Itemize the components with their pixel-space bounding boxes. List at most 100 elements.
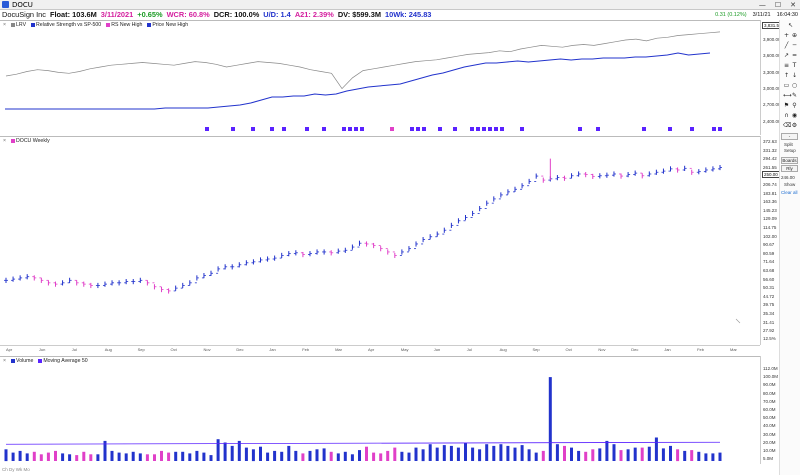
price-panel[interactable]: × DOCU Weekly — [0, 136, 760, 345]
setup-option[interactable]: Setup — [784, 148, 796, 153]
eye-icon[interactable]: ◉ — [791, 112, 798, 119]
split-option[interactable]: Split — [784, 142, 793, 147]
volume-panel-close-icon[interactable]: × — [3, 358, 7, 364]
channel-icon[interactable]: ═ — [792, 52, 797, 59]
volume-bar — [690, 450, 694, 461]
boards-button[interactable]: Boards — [781, 157, 798, 164]
volume-bar — [358, 450, 361, 461]
minus-button[interactable]: - — [781, 133, 798, 140]
price-axis-tick: 183.81 — [763, 190, 777, 196]
volume-bar — [718, 452, 722, 461]
volume-bar — [223, 442, 227, 461]
rs-line — [5, 52, 711, 110]
price-bar — [237, 262, 242, 268]
date-axis-label: Aug — [499, 347, 507, 352]
price-axis-tick: 261.55 — [763, 164, 777, 170]
volume-panel[interactable]: × Volume Moving Average 50 — [0, 356, 760, 464]
rs-new-high-marker — [231, 127, 235, 131]
price-bar — [322, 249, 327, 255]
relative-strength-panel[interactable]: × LRV Relative Strength vs SP-500 RS New… — [0, 20, 760, 135]
price-bar — [576, 171, 581, 177]
price-bar — [279, 252, 284, 259]
volume-axis-tick: 50.0M — [763, 415, 776, 421]
close-icon[interactable]: ✕ — [790, 1, 796, 9]
magnet-icon[interactable]: ∩ — [784, 112, 789, 119]
wcr-value: WCR: 60.8% — [166, 10, 210, 19]
tenwk-value: 10Wk: 245.83 — [384, 10, 432, 19]
price-value-box: 250.00 — [762, 170, 780, 178]
price-panel-close-icon[interactable]: × — [3, 138, 7, 144]
price-bar — [619, 173, 624, 179]
volume-bar — [407, 452, 411, 461]
price-bar — [668, 166, 673, 172]
period-selector[interactable]: Ch Dy Wk Mo — [2, 467, 30, 472]
window-title: DOCU — [12, 0, 33, 9]
text-tool-icon[interactable]: T — [792, 62, 797, 69]
horizontal-line-icon[interactable]: ─ — [792, 42, 797, 49]
volume-bar — [39, 454, 43, 461]
delete-icon[interactable]: ⌫ — [783, 122, 792, 129]
minimize-icon[interactable]: — — [758, 1, 766, 9]
arrow-down-icon[interactable]: ↓ — [791, 72, 798, 79]
volume-bar — [711, 453, 715, 461]
ray-icon[interactable]: ↗ — [783, 52, 790, 59]
boards-sub-button[interactable]: Rly — [781, 165, 798, 172]
rectangle-icon[interactable]: ▭ — [783, 82, 790, 89]
volume-bar — [612, 444, 616, 461]
volume-bar — [251, 449, 255, 462]
fibonacci-icon[interactable]: ≡ — [783, 62, 790, 69]
arrow-up-icon[interactable]: ↑ — [783, 72, 790, 79]
volume-bar — [570, 447, 573, 461]
volume-bar — [669, 445, 672, 461]
volume-bar — [584, 451, 588, 461]
price-axis-tick: 80.59 — [763, 250, 775, 256]
maximize-icon[interactable]: ☐ — [774, 1, 782, 9]
price-bar — [470, 210, 475, 218]
date-axis-label: Jun — [433, 347, 441, 352]
rs-panel-close-icon[interactable]: × — [3, 22, 7, 28]
volume-bar — [456, 447, 460, 461]
volume-bar — [336, 453, 340, 461]
volume-bar — [46, 452, 50, 461]
lock-icon[interactable]: ⚲ — [792, 102, 797, 109]
price-bar — [541, 175, 546, 183]
volume-axis-tick: 60.0M — [763, 407, 776, 412]
measure-icon[interactable]: ⟷ — [783, 92, 792, 99]
volume-bar — [153, 454, 156, 461]
date-axis-label: Feb — [302, 347, 310, 352]
volume-bar — [676, 449, 680, 462]
volume-axis-tick: 90.0M — [763, 382, 776, 388]
date-axis-label: Jul — [71, 347, 77, 352]
volume-bar — [442, 445, 446, 461]
price-bar — [53, 281, 58, 287]
price-bar — [286, 251, 291, 257]
price-bar — [392, 251, 397, 259]
note-icon[interactable]: ✎ — [791, 92, 798, 99]
zoom-icon[interactable]: ⊕ — [791, 32, 798, 39]
price-bar — [244, 260, 249, 266]
volume-axis-tick: 30.0M — [763, 431, 776, 437]
rs-new-high-marker — [642, 127, 646, 131]
volume-bar — [527, 449, 531, 462]
volume-bar — [449, 445, 453, 461]
rs-axis-tick: 3,900.00 — [763, 37, 781, 42]
show-toggle[interactable]: Show — [784, 182, 796, 187]
crosshair-icon[interactable]: + — [783, 32, 790, 39]
volume-bar — [11, 452, 15, 461]
clear-all-link[interactable]: Clear all — [781, 190, 798, 195]
price-axis-tick: 56.60 — [763, 276, 775, 282]
price-bar — [74, 279, 79, 286]
price-bar — [81, 281, 86, 287]
cursor-icon[interactable]: ↖ — [787, 22, 794, 29]
volume-bar — [230, 445, 234, 461]
ellipse-icon[interactable]: ○ — [791, 82, 798, 89]
trendline-icon[interactable]: ╱ — [784, 42, 789, 49]
alert-icon[interactable]: ⚑ — [783, 102, 790, 109]
price-bar — [173, 285, 178, 292]
volume-bar — [103, 440, 107, 461]
settings-icon[interactable]: ⚙ — [791, 122, 798, 129]
price-bar — [166, 288, 171, 294]
volume-bar — [471, 447, 475, 461]
volume-bar — [75, 455, 79, 461]
volume-bar — [145, 454, 149, 461]
